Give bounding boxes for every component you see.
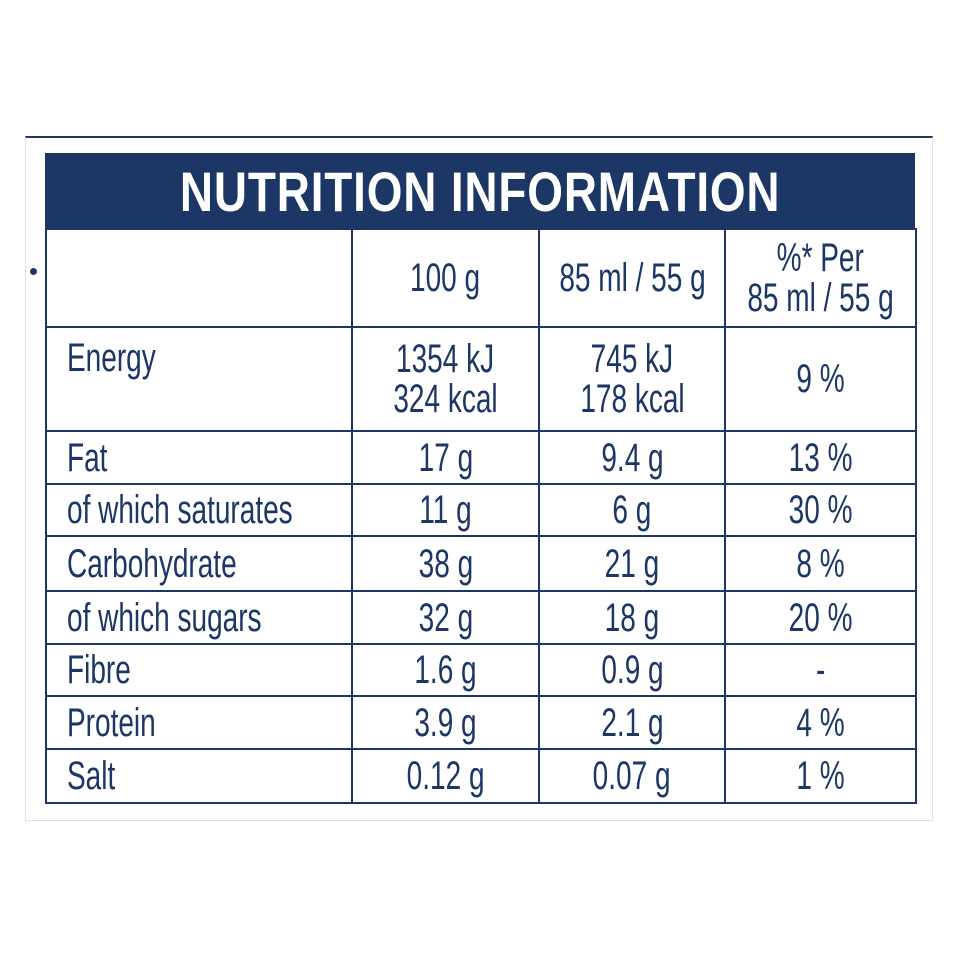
table-cell: 32 g	[351, 590, 540, 645]
table-cell: 4 %	[724, 695, 917, 750]
cell-text: 0.07 g	[593, 754, 671, 798]
table-cell: 0.12 g	[351, 748, 540, 804]
table-cell: %* Per 85 ml / 55 g	[724, 228, 917, 328]
table-cell: of which sugars	[45, 590, 353, 645]
cell-text: 6 g	[612, 488, 652, 532]
cell-text: 13 %	[788, 435, 853, 480]
title-bar: NUTRITION INFORMATION	[45, 153, 915, 230]
cell-text: 11 g	[419, 488, 472, 532]
cell-text: 18 g	[604, 595, 660, 640]
table-cell: Energy	[45, 326, 353, 432]
title: NUTRITION INFORMATION	[179, 160, 781, 223]
table-cell: 3.9 g	[351, 695, 540, 750]
table-cell: 18 g	[538, 590, 726, 645]
table-cell: -	[724, 643, 917, 697]
table-cell: 1354 kJ 324 kcal	[351, 326, 540, 432]
cell-text: 1.6 g	[414, 648, 477, 692]
table-cell: 745 kJ 178 kcal	[538, 326, 726, 432]
cell-text: 3.9 g	[414, 700, 477, 745]
table-cell: 38 g	[351, 535, 540, 592]
cell-text: 32 g	[418, 595, 473, 640]
cell-text: 8 %	[796, 541, 845, 586]
cell-text: 2.1 g	[600, 700, 664, 745]
cell-text: Protein	[67, 700, 156, 745]
table-cell: Carbohydrate	[45, 535, 353, 592]
table-cell	[45, 228, 353, 328]
table-cell: 1.6 g	[351, 643, 540, 697]
cell-text: 745 kJ	[590, 337, 674, 381]
cell-text: of which sugars	[67, 595, 262, 640]
table-cell: Fat	[45, 430, 353, 485]
cell-text: %* Per	[776, 236, 865, 280]
table-cell: Fibre	[45, 643, 353, 697]
cell-text: 0.9 g	[600, 648, 664, 692]
cell-text: 9.4 g	[600, 435, 664, 480]
cell-text: 4 %	[796, 700, 845, 745]
cell-text: 100 g	[410, 256, 481, 300]
cell-text: Energy	[67, 336, 156, 380]
table-cell: 6 g	[538, 483, 726, 537]
cell-text: Fibre	[67, 648, 131, 692]
table-cell: 21 g	[538, 535, 726, 592]
cell-text: Fat	[67, 435, 108, 480]
dot	[30, 268, 37, 275]
cell-text: 324 kcal	[393, 377, 498, 421]
table-cell: 1 %	[724, 748, 917, 804]
table-cell: 11 g	[351, 483, 540, 537]
cell-text: Salt	[67, 754, 116, 798]
cell-text: 38 g	[418, 541, 473, 586]
table-cell: 2.1 g	[538, 695, 726, 750]
table-cell: 8 %	[724, 535, 917, 592]
cell-text: 0.12 g	[406, 754, 485, 798]
table-cell: 9 %	[724, 326, 917, 432]
cell-text: 17 g	[418, 435, 473, 480]
frame	[25, 136, 933, 821]
table-cell: Protein	[45, 695, 353, 750]
table-cell: 20 %	[724, 590, 917, 645]
cell-text: -	[815, 648, 826, 692]
cell-text: 30 %	[788, 488, 853, 532]
table-cell: 17 g	[351, 430, 540, 485]
cell-text: 85 ml / 55 g	[747, 276, 894, 320]
cell-text: 178 kcal	[579, 377, 685, 421]
table-cell: of which saturates	[45, 483, 353, 537]
cell-text: 1 %	[796, 754, 845, 798]
cell-text: 20 %	[788, 595, 853, 640]
cell-text: 85 ml / 55 g	[558, 256, 706, 300]
cell-text: of which saturates	[67, 488, 293, 532]
cell-text: 1354 kJ	[396, 337, 495, 381]
table-cell: Salt	[45, 748, 353, 804]
table-cell: 13 %	[724, 430, 917, 485]
table-cell: 100 g	[351, 228, 540, 328]
cell-text: 9 %	[796, 357, 845, 401]
table-cell: 0.9 g	[538, 643, 726, 697]
table-cell: 0.07 g	[538, 748, 726, 804]
table-cell: 9.4 g	[538, 430, 726, 485]
table-cell: 85 ml / 55 g	[538, 228, 726, 328]
cell-text: 21 g	[604, 541, 660, 586]
table-cell: 30 %	[724, 483, 917, 537]
cell-text: Carbohydrate	[67, 541, 237, 586]
